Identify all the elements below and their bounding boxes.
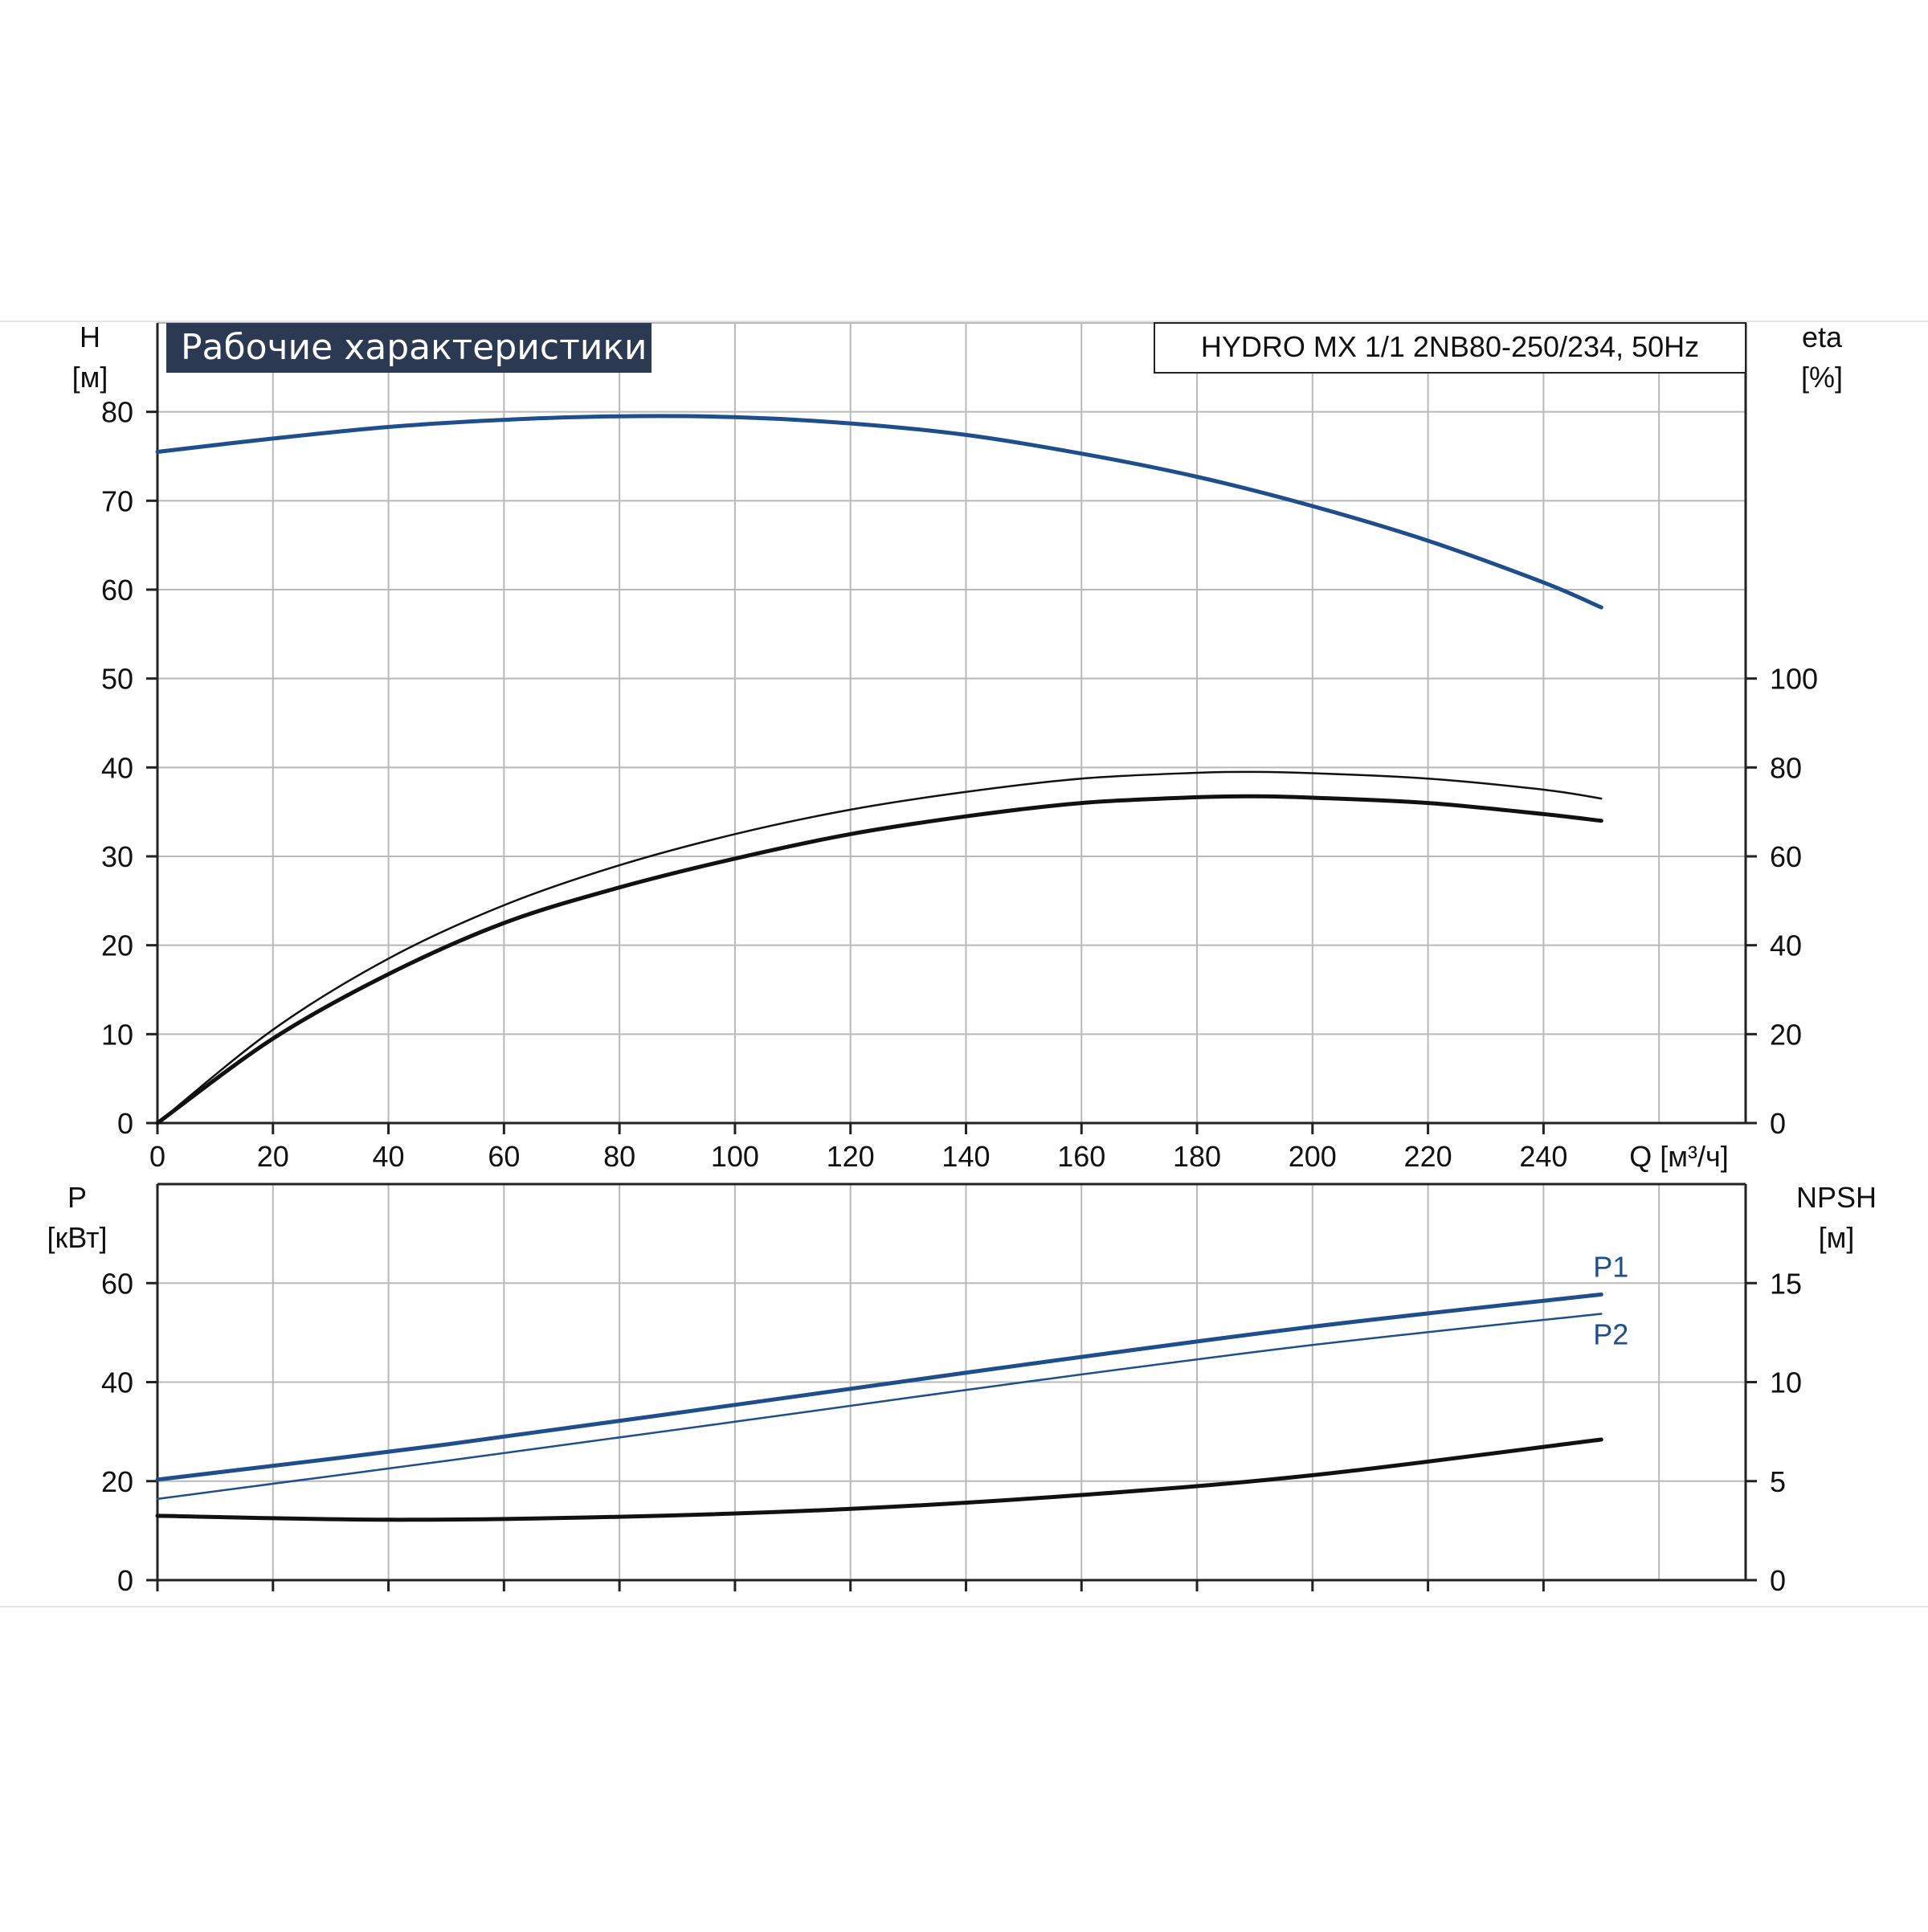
efficiency-curve-thin bbox=[156, 770, 1603, 1125]
x-tick-label: 200 bbox=[1289, 1140, 1337, 1173]
bottom-right-tick-label: 5 bbox=[1770, 1465, 1786, 1498]
head-curve bbox=[155, 414, 1603, 610]
top-left-tick-label: 80 bbox=[101, 396, 133, 429]
top-right-tick-label: 40 bbox=[1770, 929, 1802, 962]
x-axis-label: Q [м³/ч] bbox=[1629, 1140, 1729, 1173]
p-axis-unit: [кВт] bbox=[47, 1221, 107, 1254]
top-left-tick-label: 60 bbox=[101, 574, 133, 607]
top-left-tick-label: 40 bbox=[101, 751, 133, 784]
bottom-left-tick-label: 40 bbox=[101, 1366, 133, 1399]
top-left-tick-label: 20 bbox=[101, 929, 133, 962]
p1-label: P1 bbox=[1593, 1250, 1628, 1283]
top-right-tick-label: 0 bbox=[1770, 1107, 1786, 1140]
top-right-tick-label: 60 bbox=[1770, 840, 1802, 873]
top-left-tick-label: 30 bbox=[101, 840, 133, 873]
eta-axis-label: eta bbox=[1802, 321, 1843, 353]
x-tick-label: 160 bbox=[1057, 1140, 1105, 1173]
p1-curve bbox=[155, 1292, 1603, 1482]
bottom-right-tick-label: 0 bbox=[1770, 1564, 1786, 1597]
x-tick-label: 120 bbox=[827, 1140, 875, 1173]
h-axis-unit: [м] bbox=[72, 361, 108, 394]
x-tick-label: 40 bbox=[373, 1140, 405, 1173]
top-right-tick-label: 20 bbox=[1770, 1018, 1802, 1051]
x-tick-label: 0 bbox=[149, 1140, 165, 1173]
top-left-tick-label: 70 bbox=[101, 484, 133, 517]
eta-axis-unit: [%] bbox=[1801, 361, 1843, 394]
x-tick-label: 180 bbox=[1173, 1140, 1221, 1173]
top-right-tick-label: 100 bbox=[1770, 663, 1818, 696]
npsh-axis-unit: [м] bbox=[1819, 1221, 1855, 1254]
chart-title: Рабочие характеристики bbox=[181, 327, 647, 368]
top-left-tick-label: 0 bbox=[117, 1107, 133, 1140]
efficiency-curve-thick bbox=[155, 794, 1603, 1125]
npsh-axis-label: NPSH bbox=[1796, 1181, 1877, 1214]
bottom-left-tick-label: 20 bbox=[101, 1465, 133, 1498]
top-right-tick-label: 80 bbox=[1770, 751, 1802, 784]
top-left-tick-label: 10 bbox=[101, 1018, 133, 1051]
x-tick-label: 220 bbox=[1404, 1140, 1452, 1173]
bottom-right-tick-label: 15 bbox=[1770, 1267, 1802, 1300]
p2-curve bbox=[156, 1313, 1603, 1501]
x-tick-label: 60 bbox=[488, 1140, 520, 1173]
x-tick-label: 240 bbox=[1519, 1140, 1567, 1173]
bottom-right-tick-label: 10 bbox=[1770, 1366, 1802, 1399]
model-box bbox=[1154, 322, 1746, 374]
x-tick-label: 100 bbox=[711, 1140, 759, 1173]
h-axis-label: H bbox=[80, 321, 100, 353]
x-tick-label: 140 bbox=[942, 1140, 990, 1173]
bottom-left-tick-label: 0 bbox=[117, 1564, 133, 1597]
npsh-curve bbox=[155, 1437, 1603, 1522]
chart-subtitle: HYDRO MX 1/1 2NB80-250/234, 50Hz bbox=[1201, 330, 1699, 363]
bottom-left-tick-label: 60 bbox=[101, 1267, 133, 1300]
x-tick-label: 80 bbox=[603, 1140, 635, 1173]
p2-label: P2 bbox=[1593, 1317, 1628, 1350]
x-tick-label: 20 bbox=[257, 1140, 289, 1173]
top-left-tick-label: 50 bbox=[101, 663, 133, 696]
p-axis-label: P bbox=[67, 1181, 87, 1214]
title-box bbox=[166, 323, 652, 373]
